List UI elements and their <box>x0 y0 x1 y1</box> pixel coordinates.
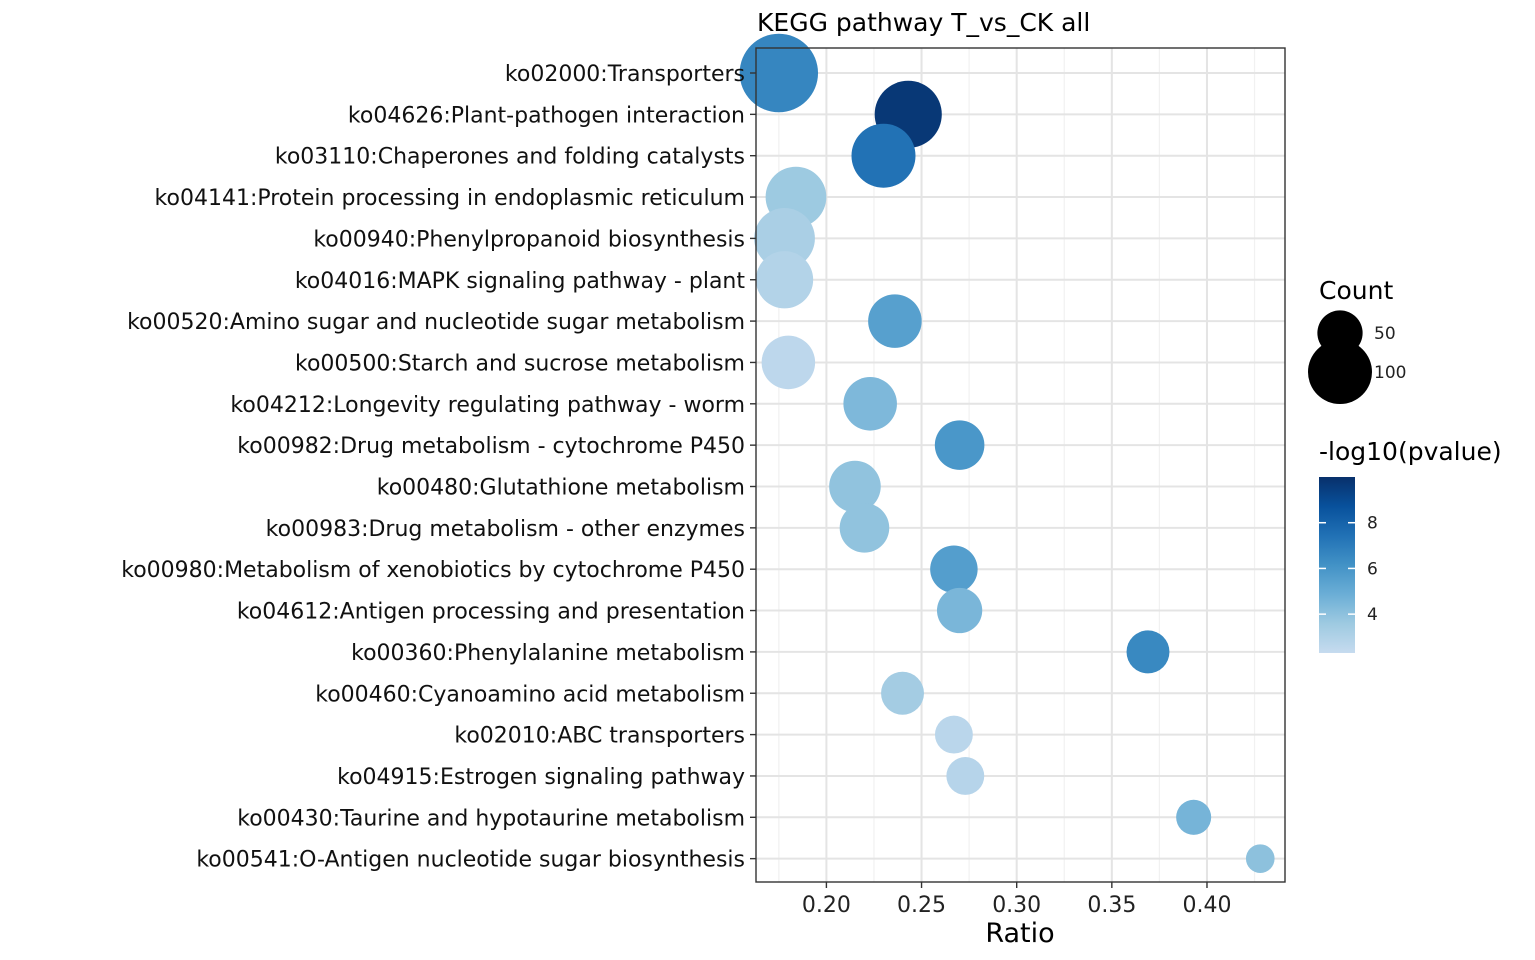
y-tick-label: ko04141:Protein processing in endoplasmi… <box>155 186 745 211</box>
y-tick-label: ko04915:Estrogen signaling pathway <box>337 765 745 790</box>
y-tick-label: ko04212:Longevity regulating pathway - w… <box>230 393 745 418</box>
y-tick-label: ko00541:O-Antigen nucleotide sugar biosy… <box>196 848 745 873</box>
y-tick-label: ko00982:Drug metabolism - cytochrome P45… <box>237 434 745 459</box>
color-legend: -log10(pvalue) 4 6 8 <box>1319 437 1502 653</box>
data-point <box>839 503 890 553</box>
y-tick-label: ko00940:Phenylpropanoid biosynthesis <box>313 227 745 252</box>
y-tick-label: ko00520:Amino sugar and nucleotide sugar… <box>127 310 745 335</box>
y-tick-label: ko04612:Antigen processing and presentat… <box>237 600 745 625</box>
y-tick-label: ko00500:Starch and sucrose metabolism <box>295 351 745 376</box>
plot-border <box>755 47 1286 883</box>
data-point <box>754 208 815 269</box>
data-point <box>936 587 983 634</box>
data-point <box>934 420 985 470</box>
x-tick-label: 0.25 <box>897 893 946 918</box>
color-legend-label: 8 <box>1367 514 1378 534</box>
x-tick-label: 0.20 <box>802 893 851 918</box>
data-point <box>930 545 978 593</box>
data-point <box>851 123 916 188</box>
y-tick-label: ko00360:Phenylalanine metabolism <box>351 641 745 666</box>
y-tick-label: ko02000:Transporters <box>505 62 745 87</box>
data-point <box>843 377 897 431</box>
y-tick-label: ko04016:MAPK signaling pathway - plant <box>295 269 746 294</box>
x-tick-label: 0.30 <box>992 893 1041 918</box>
data-point <box>761 335 816 390</box>
x-tick-label: 0.40 <box>1182 893 1231 918</box>
size-legend-key <box>1308 340 1372 404</box>
y-tick-label: ko03110:Chaperones and folding catalysts <box>275 145 745 170</box>
data-point <box>1126 630 1170 674</box>
data-point <box>829 460 881 513</box>
y-tick-label: ko04626:Plant-pathogen interaction <box>348 103 745 128</box>
y-tick-label: ko02010:ABC transporters <box>454 724 745 749</box>
x-axis-title: Ratio <box>985 918 1054 949</box>
color-bar <box>1319 477 1355 653</box>
size-legend: Count 50 100 <box>1308 276 1406 404</box>
data-point <box>1245 844 1275 873</box>
y-tick-label: ko00460:Cyanoamino acid metabolism <box>315 682 745 707</box>
color-legend-label: 4 <box>1367 605 1378 625</box>
size-legend-label: 100 <box>1374 363 1406 383</box>
chart-title: KEGG pathway T_vs_CK all <box>757 8 1090 37</box>
data-point <box>739 33 819 113</box>
plot-background <box>756 48 1285 882</box>
y-tick-label: ko00480:Glutathione metabolism <box>377 476 745 501</box>
color-legend-title: -log10(pvalue) <box>1319 437 1502 466</box>
y-axis: ko02000:Transporters ko04626:Plant-pathog… <box>121 62 756 873</box>
data-point <box>946 757 985 795</box>
y-tick-label: ko00980:Metabolism of xenobiotics by cyt… <box>121 558 745 583</box>
data-point <box>881 671 924 715</box>
data-point <box>1176 799 1212 835</box>
y-tick-label: ko00983:Drug metabolism - other enzymes <box>266 517 745 542</box>
data-point <box>934 715 973 754</box>
size-legend-label: 50 <box>1374 324 1396 344</box>
x-axis: 0.20 0.25 0.30 0.35 0.40 <box>802 882 1231 918</box>
x-tick-label: 0.35 <box>1087 893 1136 918</box>
data-point <box>868 294 922 348</box>
plot-panel <box>739 33 1286 883</box>
data-point <box>755 251 814 309</box>
y-tick-label: ko00430:Taurine and hypotaurine metaboli… <box>237 806 745 831</box>
size-legend-title: Count <box>1319 276 1393 305</box>
color-legend-label: 6 <box>1367 559 1378 579</box>
